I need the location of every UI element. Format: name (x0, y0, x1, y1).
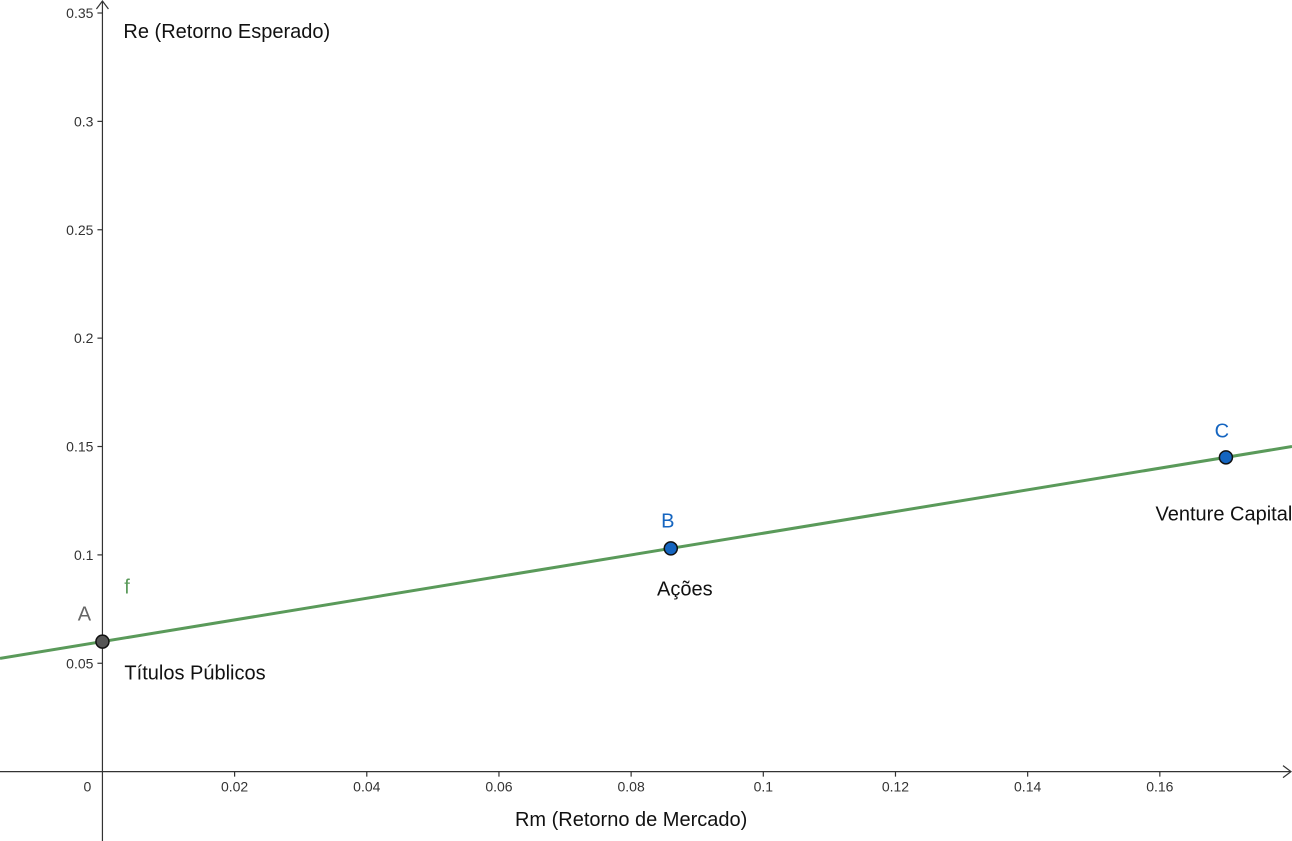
point-c (1218, 450, 1234, 465)
y-tick-label: 0.05 (66, 655, 93, 671)
x-axis-title: Rm (Retorno de Mercado) (515, 809, 747, 831)
y-tick-label: 0.3 (74, 113, 94, 129)
point-annotation-c: Venture Capital (1156, 503, 1292, 525)
point-a (95, 634, 110, 649)
point-label-b: B (661, 510, 674, 532)
x-tick-label: 0.02 (221, 779, 248, 795)
x-axis-arrow (1282, 765, 1292, 779)
series-line-f (0, 445, 1292, 660)
point-annotation-a: Títulos Públicos (124, 663, 265, 685)
point-b (663, 541, 679, 556)
series-label-f: f (124, 577, 130, 599)
y-axis-arrow (95, 0, 109, 10)
x-tick-label: 0.16 (1146, 779, 1173, 795)
y-tick-label: 0.15 (66, 439, 93, 455)
axis-ticks: 0.02 0.04 0.06 0.08 0.1 0.12 0.14 0.16 0.05 0.1 0.… (66, 5, 1173, 795)
point-annotation-b: Ações (657, 578, 713, 600)
origin-tick-label: 0 (84, 779, 92, 795)
y-tick-label: 0.25 (66, 222, 93, 238)
x-tick-label: 0.08 (618, 779, 645, 795)
y-axis-title: Re (Retorno Esperado) (123, 21, 330, 43)
x-tick-label: 0.04 (353, 779, 380, 795)
y-tick-label: 0.35 (66, 5, 93, 21)
x-tick-label: 0.06 (485, 779, 512, 795)
series-layer: f (0, 445, 1292, 660)
points-layer: A Títulos Públicos B Ações C Venture Capital (78, 420, 1292, 684)
point-label-c: C (1215, 420, 1229, 442)
x-tick-label: 0.12 (882, 779, 909, 795)
x-tick-label: 0.1 (754, 779, 774, 795)
point-label-a: A (78, 604, 92, 626)
y-tick-label: 0.1 (74, 547, 94, 563)
y-tick-label: 0.2 (74, 330, 94, 346)
x-tick-label: 0.14 (1014, 779, 1041, 795)
